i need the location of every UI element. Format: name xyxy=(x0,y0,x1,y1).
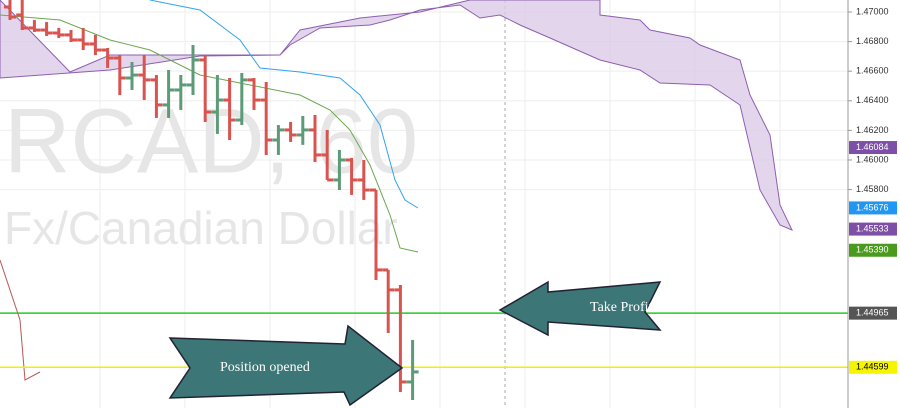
annotation: Position opened xyxy=(220,360,310,375)
moving-average xyxy=(0,14,419,253)
y-tick-label: 1.46800 xyxy=(856,36,889,46)
price-badge-label: 1.45533 xyxy=(856,223,889,233)
arrow xyxy=(168,324,404,407)
price-badge-label: 1.44965 xyxy=(856,308,889,318)
annotation: Take Profit xyxy=(590,300,653,315)
arrow xyxy=(498,280,662,337)
price-badge-label: 1.44599 xyxy=(856,362,889,372)
watermark: RCAD, 60 xyxy=(4,90,418,192)
y-tick-label: 1.45800 xyxy=(856,184,889,194)
axis-labels: 1.47000 1.46800 1.46600 1.46400 1.46200 1.460… xyxy=(848,6,897,374)
price-badge-label: 1.45390 xyxy=(856,245,889,255)
y-tick-label: 1.47000 xyxy=(856,6,889,16)
levels xyxy=(0,312,848,369)
y-tick-label: 1.46400 xyxy=(856,95,889,105)
price-badge-label: 1.45676 xyxy=(856,202,889,212)
price-badge xyxy=(849,201,897,215)
indicator-line xyxy=(0,259,41,381)
y-tick-label: 1.46000 xyxy=(856,154,889,164)
y-tick-label: 1.46200 xyxy=(856,125,889,135)
price-badge xyxy=(849,243,897,257)
price-badge xyxy=(849,360,897,374)
price-badge xyxy=(849,222,897,236)
y-tick-label: 1.46600 xyxy=(856,66,889,76)
ichimoku-cloud xyxy=(0,0,794,231)
moving-average xyxy=(149,0,419,209)
price-badge xyxy=(849,141,897,155)
bars xyxy=(4,0,419,401)
watermark: Fx/Canadian Dollar xyxy=(4,202,398,254)
price-badge-label: 1.46084 xyxy=(856,142,889,152)
price-badge xyxy=(849,306,897,320)
